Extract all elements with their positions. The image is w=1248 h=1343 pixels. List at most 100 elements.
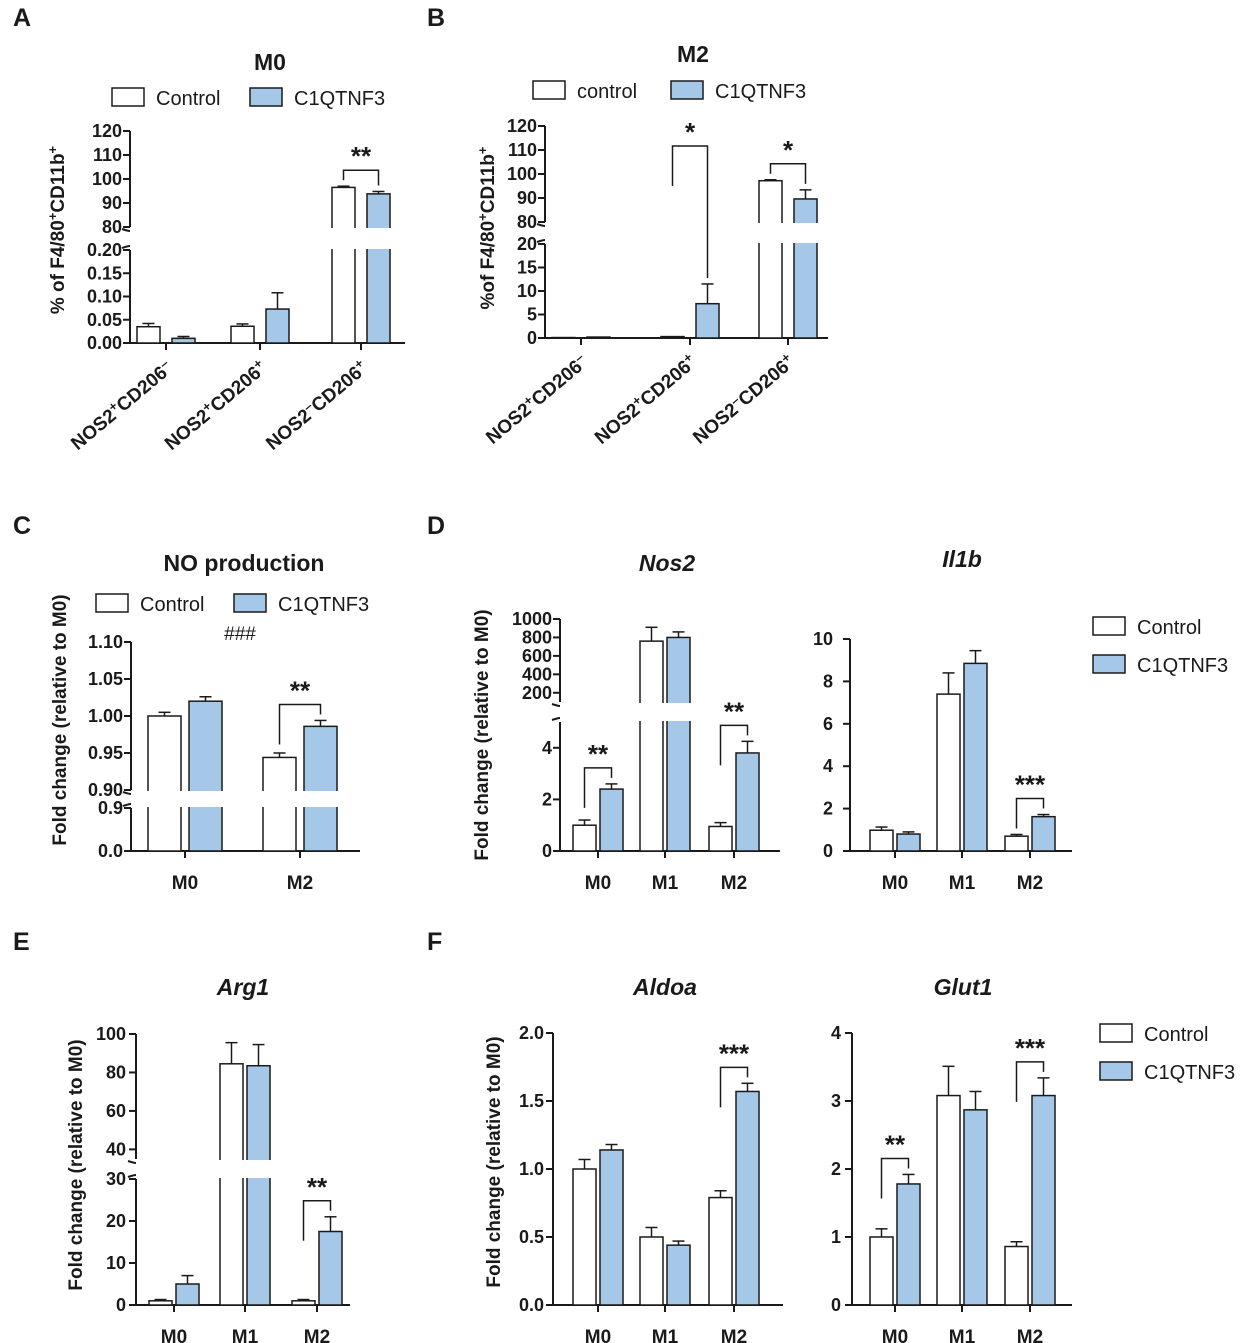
y-tick-label: 100 <box>507 164 537 184</box>
axis-break <box>536 239 546 243</box>
significance-label: *** <box>1015 1033 1046 1063</box>
bar-c1qtnf3-0 <box>175 1283 200 1306</box>
significance-label: ** <box>885 1129 906 1159</box>
axis-break <box>551 703 561 707</box>
bar-c1qtnf3-0 <box>896 1183 921 1306</box>
legend-swatch-control <box>532 80 566 100</box>
x-category-label: M2 <box>304 1327 330 1343</box>
y-tick-label: 0.0 <box>519 1295 544 1315</box>
significance-bracket <box>719 1066 749 1108</box>
y-tick-label: 1.10 <box>88 632 123 652</box>
significance-label: ** <box>351 141 372 171</box>
legend-swatch-control <box>111 87 145 107</box>
bar-control-0 <box>148 1300 173 1306</box>
bar-control-2 <box>708 1196 733 1306</box>
panel-label-b: B <box>427 4 445 32</box>
x-category-label: M0 <box>585 1327 611 1343</box>
significance-label: ** <box>307 1172 328 1202</box>
bar-control-0 <box>869 829 894 852</box>
significance-label: ** <box>588 739 609 769</box>
y-tick-label: 600 <box>522 646 552 666</box>
x-category-label: M2 <box>1017 1327 1043 1343</box>
bar-c1qtnf3-2 <box>318 1230 343 1306</box>
y-tick-label: 100 <box>92 169 122 189</box>
significance-label: * <box>783 135 794 165</box>
y-tick-label: 2 <box>823 799 833 819</box>
legend-swatch-control <box>1092 616 1126 636</box>
significance-label: *** <box>1015 770 1046 800</box>
bar-control-2 <box>1004 1245 1029 1306</box>
legend-swatch-c1qtnf3 <box>670 80 704 100</box>
bar-control-1 <box>230 325 255 344</box>
bar-c1qtnf3-0 <box>599 1149 624 1306</box>
bar-c1qtnf3-2 <box>735 1090 760 1306</box>
significance-bracket <box>769 163 807 184</box>
bar-c1qtnf3-2 <box>735 752 760 852</box>
chart-title: Aldoa <box>632 974 697 1000</box>
bar-c1qtnf3-0 <box>586 336 611 339</box>
axis-break-gap <box>133 228 408 249</box>
y-tick-label: 120 <box>507 116 537 136</box>
bar-c1qtnf3-0 <box>188 700 223 852</box>
y-tick-label: 1.5 <box>519 1091 544 1111</box>
y-tick-label: 0.00 <box>87 333 122 353</box>
significance-bracket <box>719 724 749 766</box>
bar-c1qtnf3-1 <box>963 1109 988 1306</box>
x-category-label: M2 <box>1017 873 1043 894</box>
panel-label-a: A <box>13 4 31 32</box>
significance-bracket <box>1015 1061 1045 1102</box>
y-tick-label: 0 <box>823 841 833 861</box>
chart-f-aldoa: F Aldoa 0.0 0.5 1.0 1.5 2.0 M0 M1 M2 Fold change (… <box>427 928 783 1343</box>
y-tick-label: 120 <box>92 121 122 141</box>
y-tick-label: 100 <box>96 1024 126 1044</box>
y-tick-label: 2 <box>831 1159 841 1179</box>
bar-control-0 <box>572 824 597 852</box>
x-category-label: M1 <box>652 1327 679 1343</box>
x-category-label: M0 <box>172 873 198 894</box>
axis-break <box>127 1174 137 1178</box>
y-tick-label: 0.95 <box>88 743 123 763</box>
y-tick-label: 8 <box>823 671 833 691</box>
axis-break <box>551 717 561 721</box>
y-tick-label: 1.05 <box>88 669 123 689</box>
x-category-label: M0 <box>882 873 908 894</box>
y-tick-label: 2.0 <box>519 1023 544 1043</box>
bar-c1qtnf3-1 <box>265 308 290 344</box>
bar-control-1 <box>639 1236 664 1306</box>
x-category-label: M1 <box>949 873 976 894</box>
x-category-label: M2 <box>721 1327 747 1343</box>
bar-control-1 <box>660 335 685 339</box>
legend-label: Control <box>1144 1024 1208 1046</box>
legend-label: C1QTNF3 <box>715 81 806 103</box>
y-tick-label: 20 <box>517 234 537 254</box>
axis-break-gap <box>548 223 831 243</box>
legend-label: control <box>577 81 637 103</box>
y-tick-label: 110 <box>93 145 122 165</box>
y-tick-label: 0.05 <box>87 310 122 330</box>
y-tick-label: 0.90 <box>88 780 123 800</box>
axis-break <box>127 1160 137 1164</box>
axis-break-gap <box>563 703 783 721</box>
significance-bracket <box>278 703 322 745</box>
y-tick-label: 10 <box>517 281 537 301</box>
x-category-label: M0 <box>585 873 611 894</box>
bar-c1qtnf3-0 <box>171 337 196 344</box>
y-tick-label: 5 <box>527 305 537 325</box>
x-category-label: M0 <box>882 1327 908 1343</box>
bar-control-0 <box>572 1168 597 1306</box>
legend-swatch-c1qtnf3 <box>233 593 267 613</box>
y-axis-label: Fold change (relative to M0) <box>472 609 493 860</box>
bar-control-0 <box>869 1236 894 1306</box>
y-axis-label: % of F4/80+CD11b+ <box>45 145 70 314</box>
y-tick-label: 0.20 <box>87 240 122 260</box>
y-tick-label: 3 <box>831 1091 841 1111</box>
y-tick-label: 1.0 <box>519 1159 544 1179</box>
annotation: ### <box>224 624 256 645</box>
bar-c1qtnf3-2 <box>366 193 391 344</box>
y-tick-label: 4 <box>823 756 833 776</box>
bar-control-1 <box>219 1063 244 1306</box>
y-axis-label: Fold change (relative to M0) <box>66 1039 87 1290</box>
bar-control-2 <box>331 186 356 344</box>
bar-c1qtnf3-0 <box>896 833 921 852</box>
